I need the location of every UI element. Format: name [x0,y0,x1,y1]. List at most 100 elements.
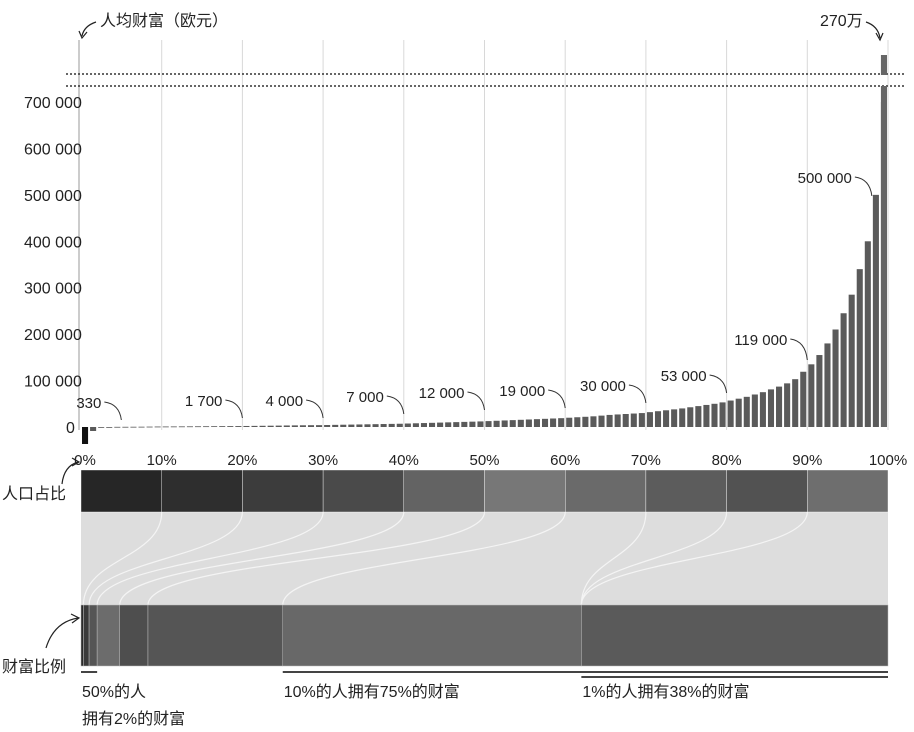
bar [291,425,298,427]
bar [654,411,662,427]
bar [541,418,549,427]
bar [453,422,460,427]
x-tick-label: 40% [389,452,419,469]
bar [646,412,653,427]
x-tick-label: 50% [469,452,499,469]
bar [82,427,89,444]
bar [251,425,258,427]
bar [211,426,218,428]
population-segment [726,469,808,513]
bar [178,426,185,428]
bar [784,383,791,427]
bracket-label: 50%的人 [82,683,146,701]
value-annotation: 7 000 [346,389,384,406]
wealth-arrow [45,617,79,649]
bar [106,427,113,428]
x-tick-label: 20% [227,452,257,469]
bar [606,414,613,427]
wealth-segment [83,604,90,667]
bar [324,425,331,427]
bar [90,427,97,431]
value-annotation: 19 000 [499,383,545,400]
bar [445,422,452,427]
bar [235,426,242,427]
value-annotation: 330 [76,395,101,412]
wealth-segment [147,604,283,667]
bar [558,418,565,427]
bar [687,407,694,427]
bar [501,420,508,427]
y-tick-label: 700 000 [24,95,82,112]
bar [566,417,573,427]
x-tick-label: 60% [550,452,580,469]
bar [396,423,403,427]
population-segment [161,469,243,513]
wealth-segment [119,604,149,667]
y-tick-label: 0 [66,420,75,437]
flow-line [580,511,647,606]
bar [525,419,532,427]
population-segment [484,469,566,513]
bar [792,379,799,427]
population-row-label: 人口占比 [2,485,66,503]
annotation-arrow [628,384,647,404]
wealth-segment [88,604,98,667]
bar [630,413,637,427]
bar [227,426,234,427]
bar [622,414,629,427]
bar [808,364,815,427]
bar [550,418,557,427]
value-annotation: 4 000 [266,393,304,410]
chart-title: 人均财富（欧元） [100,12,228,30]
bar [412,423,419,427]
bar [509,420,516,427]
bar [114,426,121,428]
wealth-segment [581,604,889,667]
flow-line [580,511,808,606]
bar [743,396,750,427]
bar [574,417,581,427]
wealth-bar [80,604,889,667]
wealth-segment [282,604,582,667]
y-tick-label: 300 000 [24,281,82,298]
bar [332,424,339,427]
bar [162,426,169,428]
bar [638,413,645,427]
bar [864,241,871,427]
bar [663,410,670,427]
bar [477,421,484,427]
top-bar [880,86,887,427]
bar [404,423,411,427]
annotation-arrow [467,391,485,411]
bar [461,421,468,427]
value-annotation: 12 000 [419,385,465,402]
bar [711,403,718,427]
bar [98,427,105,428]
value-annotation: 53 000 [661,368,707,385]
bar [275,425,282,427]
annotation-arrow [548,389,566,409]
population-segment [807,469,889,513]
bar [848,294,855,427]
population-segment [645,469,727,513]
y-tick-label: 400 000 [24,234,82,251]
bar [695,406,702,427]
annotation-arrow [306,399,324,419]
bar [816,355,823,427]
flow-line [88,511,243,606]
bars [82,55,887,444]
y-tick-label: 100 000 [24,374,82,391]
bar [719,402,726,427]
bar [219,426,226,427]
annotation-arrow [790,338,808,361]
flow-line [147,511,486,606]
value-annotation: 30 000 [580,378,626,395]
grid-lines [78,40,889,430]
wealth-segment [80,604,84,667]
bar [388,423,395,427]
y-tick-label: 600 000 [24,141,82,158]
bar [703,404,710,427]
bar [767,389,775,427]
bar [598,415,605,427]
bar [735,398,742,427]
